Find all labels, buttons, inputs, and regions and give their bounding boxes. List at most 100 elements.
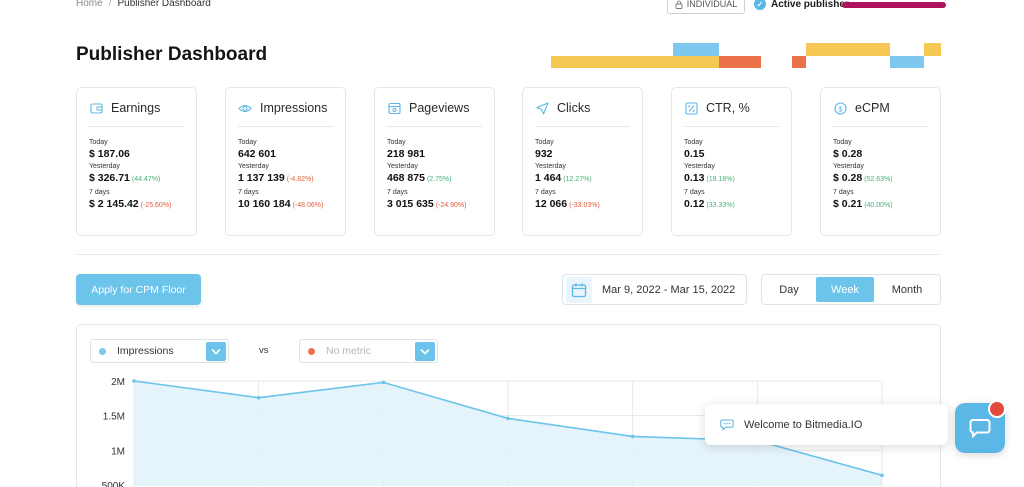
active-publisher[interactable]: ✓ Active publisher — [754, 0, 849, 10]
yesterday-value: $ 326.71 — [89, 172, 130, 184]
card-title: CTR, % — [706, 101, 750, 115]
week-row: 3 015 635 (-24.90%) — [387, 197, 490, 213]
card-title: eCPM — [855, 101, 890, 115]
decor-block — [792, 56, 806, 68]
chat-welcome-text: Welcome to Bitmedia.IO — [744, 418, 863, 431]
week-row: $ 0.21 (40.00%) — [833, 197, 936, 213]
date-range-text: Mar 9, 2022 - Mar 15, 2022 — [602, 283, 736, 296]
week-label: 7 days — [89, 189, 110, 196]
today-value: 218 981 — [387, 148, 425, 160]
today-label: Today — [387, 139, 406, 146]
chevron-down-icon[interactable] — [206, 342, 226, 361]
yesterday-change: (44.47%) — [131, 176, 161, 183]
impressions-data-point — [256, 395, 261, 400]
period-day[interactable]: Day — [779, 283, 799, 296]
lock-icon — [675, 0, 683, 9]
card-body: Today $ 187.06 Yesterday $ 326.71 (44.47%… — [89, 138, 192, 214]
week-label: 7 days — [238, 189, 259, 196]
card-title: Clicks — [557, 101, 591, 115]
decor-block — [673, 56, 719, 68]
check-circle-icon: ✓ — [754, 0, 766, 10]
primary-metric-dot — [99, 347, 106, 355]
yesterday-value: 1 137 139 — [238, 172, 285, 184]
week-change: (-33.03%) — [569, 202, 600, 209]
week-label: 7 days — [684, 189, 705, 196]
dollar-icon: $ — [833, 101, 847, 115]
y-tick-label: 500K — [102, 481, 126, 487]
decor-block — [806, 43, 890, 56]
yesterday-value: 468 875 — [387, 172, 425, 184]
secondary-metric-select[interactable]: No metric — [299, 339, 438, 363]
yesterday-label: Yesterday — [238, 163, 269, 170]
impressions-data-point — [132, 379, 136, 383]
today-label: Today — [89, 139, 108, 146]
calendar-icon — [566, 276, 592, 303]
today-label: Today — [238, 139, 257, 146]
y-tick-label: 1.5M — [103, 412, 125, 423]
week-value: $ 2 145.42 — [89, 198, 139, 210]
impressions-data-point — [381, 380, 386, 385]
apply-cpm-floor-button[interactable]: Apply for CPM Floor — [76, 274, 201, 305]
card-body: Today 0.15 Yesterday 0.13 (18.18%) 7 days… — [684, 138, 787, 214]
yesterday-label: Yesterday — [833, 163, 864, 170]
yesterday-row: 0.13 (18.18%) — [684, 171, 787, 187]
stat-card-impressions: Impressions Today 642 601 Yesterday 1 13… — [225, 87, 346, 236]
week-change: (-25.60%) — [140, 202, 172, 209]
week-row: 12 066 (-33.03%) — [535, 197, 638, 213]
stat-card-pageviews: Pageviews Today 218 981 Yesterday 468 87… — [374, 87, 495, 236]
impressions-chart: 2M 1.5M 1M 500K — [102, 377, 884, 487]
date-range-picker[interactable]: Mar 9, 2022 - Mar 15, 2022 — [562, 274, 747, 305]
notification-badge — [988, 400, 1006, 418]
week-value: $ 0.21 — [833, 198, 863, 210]
primary-metric-select[interactable]: Impressions — [90, 339, 229, 363]
stat-card-clicks: Clicks Today 932 Yesterday 1 464 (12.27%)… — [522, 87, 643, 236]
decor-block — [673, 43, 719, 56]
card-header: Impressions — [238, 101, 333, 127]
cursor-icon — [535, 101, 549, 115]
yesterday-change: (12.27%) — [563, 176, 592, 183]
week-change: (33.33%) — [706, 202, 735, 209]
primary-metric-label: Impressions — [117, 345, 174, 357]
secondary-metric-placeholder: No metric — [326, 345, 371, 357]
today-value: 642 601 — [238, 148, 276, 160]
card-title: Pageviews — [409, 101, 470, 115]
card-header: CTR, % — [684, 101, 779, 127]
impressions-data-point — [506, 416, 510, 421]
today-value: 932 — [535, 148, 553, 160]
eye-icon — [238, 101, 252, 115]
decor-block — [551, 56, 673, 68]
breadcrumb-home[interactable]: Home — [76, 0, 103, 9]
vs-label: vs — [259, 345, 269, 356]
page-title: Publisher Dashboard — [76, 44, 268, 65]
impressions-data-point — [880, 473, 884, 478]
individual-button[interactable]: INDIVIDUAL — [667, 0, 745, 14]
impressions-area — [134, 381, 882, 485]
period-toggle: Day Week Month — [761, 274, 941, 305]
stat-card-ecpm: $ eCPM Today $ 0.28 Yesterday $ 0.28 (52.… — [820, 87, 941, 236]
section-divider — [76, 254, 940, 255]
secondary-metric-dot — [308, 347, 315, 355]
week-label: 7 days — [833, 189, 854, 196]
week-row: 10 160 184 (-48.06%) — [238, 197, 341, 213]
period-week[interactable]: Week — [816, 277, 874, 302]
y-tick-label: 2M — [111, 377, 125, 388]
week-row: 0.12 (33.33%) — [684, 197, 787, 213]
week-row: $ 2 145.42 (-25.60%) — [89, 197, 192, 213]
card-body: Today 932 Yesterday 1 464 (12.27%) 7 days… — [535, 138, 638, 214]
chat-icon — [969, 419, 991, 438]
card-body: Today 642 601 Yesterday 1 137 139 (-4.82%… — [238, 138, 341, 214]
week-value: 3 015 635 — [387, 198, 434, 210]
yesterday-label: Yesterday — [535, 163, 566, 170]
week-change: (-48.06%) — [292, 202, 324, 209]
chat-welcome-popup[interactable]: Welcome to Bitmedia.IO — [705, 404, 948, 445]
browser-icon — [387, 101, 401, 115]
yesterday-value: $ 0.28 — [833, 172, 863, 184]
period-month[interactable]: Month — [891, 283, 923, 296]
card-header: Earnings — [89, 101, 184, 127]
chevron-down-icon[interactable] — [415, 342, 435, 361]
today-label: Today — [684, 139, 703, 146]
week-change: (40.00%) — [864, 202, 893, 209]
yesterday-change: (-4.82%) — [286, 176, 314, 183]
card-title: Earnings — [111, 101, 161, 115]
card-body: Today 218 981 Yesterday 468 875 (2.75%) 7… — [387, 138, 490, 214]
